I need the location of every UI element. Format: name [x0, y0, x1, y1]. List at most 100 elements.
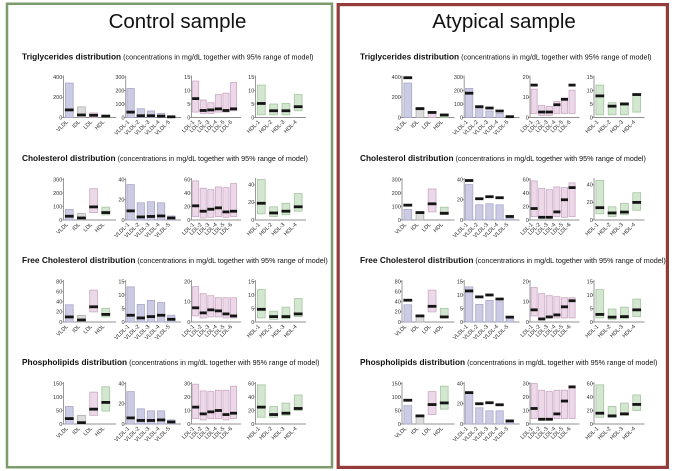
svg-text:150: 150	[392, 381, 401, 387]
svg-text:300: 300	[115, 75, 124, 81]
svg-text:40: 40	[587, 183, 593, 189]
svg-text:Triglycerides distribution (co: Triglycerides distribution (concentratio…	[360, 52, 651, 62]
svg-text:200: 200	[454, 88, 463, 94]
svg-text:30: 30	[523, 381, 529, 387]
svg-text:60: 60	[395, 289, 401, 295]
svg-text:0: 0	[460, 218, 463, 224]
svg-text:200: 200	[115, 88, 124, 94]
svg-text:200: 200	[53, 191, 62, 197]
svg-text:0: 0	[398, 115, 401, 121]
svg-text:60: 60	[587, 381, 593, 387]
svg-text:60: 60	[184, 177, 190, 183]
svg-text:10: 10	[184, 88, 190, 94]
svg-text:60: 60	[56, 289, 62, 295]
svg-text:5: 5	[460, 306, 463, 312]
svg-text:200: 200	[53, 95, 62, 101]
svg-text:Triglycerides distribution (co: Triglycerides distribution (concentratio…	[22, 52, 313, 62]
svg-text:20: 20	[457, 198, 463, 204]
svg-text:100: 100	[392, 395, 401, 401]
svg-text:IDL: IDL	[72, 324, 82, 334]
svg-text:0: 0	[121, 115, 124, 121]
svg-text:15: 15	[248, 279, 254, 285]
svg-text:10: 10	[118, 293, 124, 299]
svg-text:40: 40	[523, 191, 529, 197]
svg-text:0: 0	[187, 218, 190, 224]
svg-text:5: 5	[251, 102, 254, 108]
svg-text:80: 80	[395, 279, 401, 285]
svg-text:10: 10	[523, 300, 529, 306]
svg-text:100: 100	[392, 204, 401, 210]
svg-text:0: 0	[251, 422, 254, 428]
svg-text:10: 10	[184, 300, 190, 306]
svg-text:20: 20	[523, 395, 529, 401]
svg-text:100: 100	[115, 102, 124, 108]
svg-text:Phospholipids distribution (co: Phospholipids distribution (concentratio…	[22, 357, 319, 367]
svg-text:10: 10	[523, 408, 529, 414]
svg-text:300: 300	[53, 177, 62, 183]
svg-text:0: 0	[526, 422, 529, 428]
svg-text:15: 15	[248, 75, 254, 81]
svg-text:300: 300	[454, 75, 463, 81]
svg-text:60: 60	[523, 177, 529, 183]
svg-text:0: 0	[121, 320, 124, 326]
svg-text:80: 80	[56, 279, 62, 285]
svg-text:50: 50	[56, 408, 62, 414]
svg-text:15: 15	[118, 279, 124, 285]
svg-text:0: 0	[460, 115, 463, 121]
svg-text:Control sample: Control sample	[109, 10, 247, 33]
svg-text:0: 0	[59, 115, 62, 121]
svg-text:0: 0	[398, 320, 401, 326]
svg-text:0: 0	[526, 320, 529, 326]
svg-text:10: 10	[587, 88, 593, 94]
svg-text:IDL: IDL	[72, 222, 82, 232]
svg-text:20: 20	[587, 200, 593, 206]
svg-text:40: 40	[118, 381, 124, 387]
svg-text:200: 200	[392, 95, 401, 101]
svg-text:10: 10	[457, 293, 463, 299]
svg-text:100: 100	[53, 395, 62, 401]
svg-text:20: 20	[523, 75, 529, 81]
svg-text:300: 300	[392, 177, 401, 183]
svg-text:LDL: LDL	[421, 119, 432, 130]
svg-text:40: 40	[457, 381, 463, 387]
svg-text:15: 15	[587, 75, 593, 81]
svg-text:10: 10	[587, 293, 593, 299]
svg-text:Free Cholesterol distribution: Free Cholesterol distribution (concentra…	[360, 255, 666, 265]
svg-text:LDL: LDL	[83, 222, 94, 233]
svg-text:0: 0	[251, 218, 254, 224]
svg-text:Cholesterol distribution (conc: Cholesterol distribution (concentrations…	[360, 153, 646, 163]
svg-text:0: 0	[526, 115, 529, 121]
svg-text:20: 20	[248, 408, 254, 414]
svg-text:60: 60	[248, 381, 254, 387]
svg-text:150: 150	[53, 381, 62, 387]
svg-text:0: 0	[251, 115, 254, 121]
svg-text:20: 20	[184, 279, 190, 285]
svg-text:20: 20	[395, 310, 401, 316]
svg-text:0: 0	[590, 422, 593, 428]
svg-text:0: 0	[590, 218, 593, 224]
svg-text:40: 40	[457, 177, 463, 183]
svg-text:10: 10	[248, 88, 254, 94]
svg-text:20: 20	[118, 198, 124, 204]
svg-text:0: 0	[121, 218, 124, 224]
svg-text:5: 5	[187, 102, 190, 108]
svg-text:0: 0	[187, 320, 190, 326]
svg-text:0: 0	[526, 218, 529, 224]
svg-text:IDL: IDL	[72, 119, 82, 129]
svg-text:IDL: IDL	[410, 222, 420, 232]
svg-text:0: 0	[187, 422, 190, 428]
svg-text:15: 15	[587, 279, 593, 285]
svg-text:20: 20	[56, 310, 62, 316]
svg-text:40: 40	[184, 191, 190, 197]
svg-text:20: 20	[523, 279, 529, 285]
svg-text:LDL: LDL	[421, 324, 432, 335]
svg-text:LDL: LDL	[83, 324, 94, 335]
svg-text:LDL: LDL	[83, 119, 94, 130]
svg-text:50: 50	[395, 408, 401, 414]
svg-text:0: 0	[590, 115, 593, 121]
svg-text:5: 5	[590, 102, 593, 108]
svg-text:IDL: IDL	[410, 324, 420, 334]
svg-text:LDL: LDL	[421, 426, 432, 437]
svg-text:20: 20	[523, 204, 529, 210]
svg-text:0: 0	[59, 218, 62, 224]
